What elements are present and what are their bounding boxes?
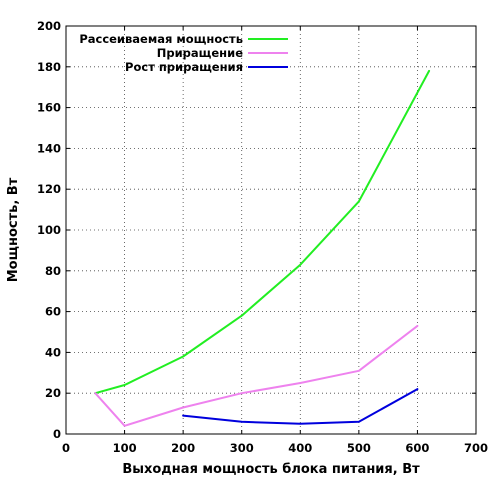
y-tick-label: 120: [37, 182, 61, 196]
series-lines: [94, 69, 431, 427]
y-tick-label: 140: [37, 141, 61, 155]
axis-ticks: 0 100 200 300 400 500 600 700 0 20 40 60 80 100 120 140…: [37, 19, 488, 455]
x-axis-label: Выходная мощность блока питания, Вт: [122, 462, 420, 477]
y-axis-label: Мощность, Вт: [6, 177, 21, 282]
x-tick-label: 300: [230, 441, 254, 455]
y-tick-label: 200: [37, 19, 61, 33]
series-line-3: [182, 388, 419, 425]
y-tick-label: 20: [45, 386, 61, 400]
legend-label: Рост приращения: [125, 60, 243, 74]
y-tick-label: 80: [45, 264, 61, 278]
series-line-2: [94, 324, 419, 427]
grid: [66, 26, 476, 434]
x-tick-label: 400: [288, 441, 312, 455]
x-tick-label: 200: [171, 441, 195, 455]
legend-label: Рассеиваемая мощность: [79, 32, 243, 46]
legend-label: Приращение: [157, 46, 243, 60]
x-tick-label: 500: [347, 441, 371, 455]
x-tick-label: 600: [405, 441, 429, 455]
y-tick-label: 100: [37, 223, 61, 237]
x-tick-label: 100: [113, 441, 137, 455]
x-tick-label: 0: [62, 441, 70, 455]
y-tick-label: 180: [37, 60, 61, 74]
x-tick-label: 700: [464, 441, 488, 455]
series-line-1: [94, 69, 431, 395]
y-tick-label: 0: [53, 427, 61, 441]
y-tick-label: 160: [37, 101, 61, 115]
y-tick-label: 40: [45, 345, 61, 359]
y-tick-label: 60: [45, 305, 61, 319]
